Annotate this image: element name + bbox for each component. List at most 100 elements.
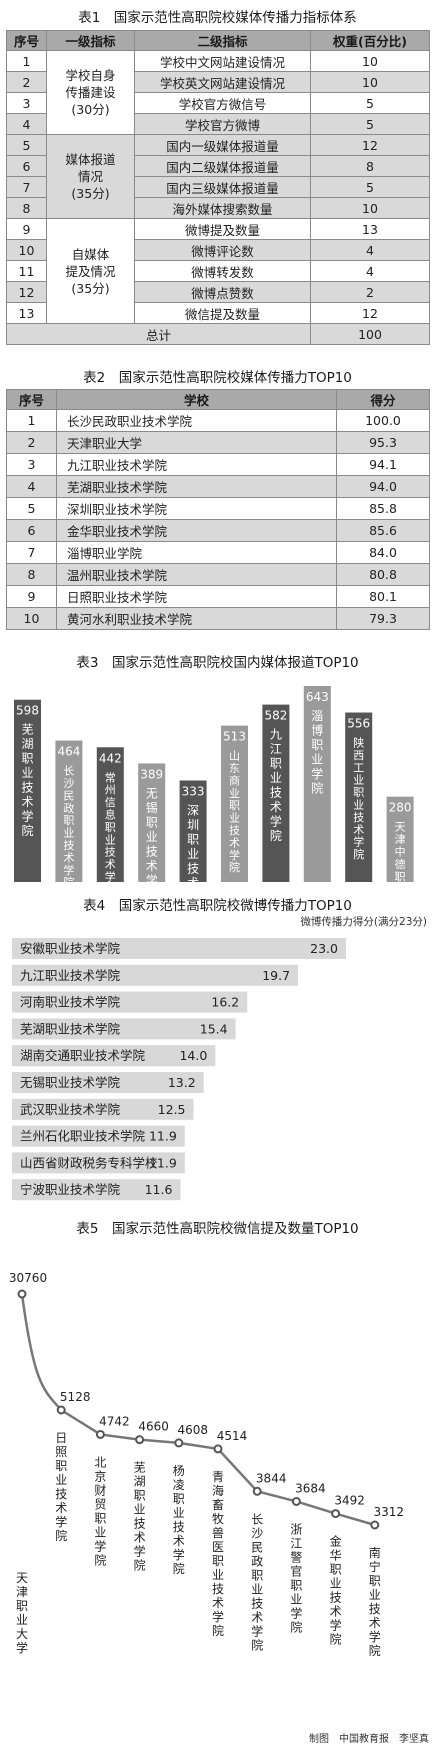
data-point [252, 1486, 262, 1496]
indicator-weight: 4 [310, 239, 430, 261]
total-value: 100 [310, 323, 430, 345]
rank: 2 [6, 431, 57, 454]
score: 79.3 [336, 607, 430, 630]
table-row: 5 媒体报道 情况 (35分) 国内一级媒体报道量 12 [6, 134, 430, 219]
bar-category-label: 淄博职业学院 [311, 709, 323, 796]
table2-header-cell: 学校 [56, 389, 337, 410]
indicator-name: 学校中文网站建设情况 [134, 50, 311, 72]
bar [303, 686, 331, 882]
indicator-name: 学校英文网站建设情况 [134, 71, 311, 93]
score: 85.8 [336, 497, 430, 520]
bar [138, 763, 166, 882]
bar [12, 964, 299, 986]
table-row: 2 天津职业大学 95.3 [6, 431, 430, 454]
bar-category-label: 九江职业技术学院 [270, 728, 282, 844]
bar-value-label: 13.2 [168, 1075, 196, 1090]
bar-category-label: 山东商业职业技术学院 [229, 750, 240, 875]
data-point [213, 1444, 223, 1454]
total-label: 总计 [6, 323, 311, 345]
bar [12, 1125, 185, 1147]
school-name: 黄河水利职业技术学院 [56, 607, 337, 630]
chart4-title: 表4 国家示范性高职院校微博传播力TOP10 [83, 898, 352, 914]
table1-header-cell: 一级指标 [46, 30, 135, 51]
group-label-line: 提及情况 [65, 263, 116, 279]
bar-category-label: 长沙民政职业技术学院 [63, 765, 74, 890]
bar-value-label: 23.0 [310, 941, 338, 956]
bar-category-label: 武汉职业技术学院 [20, 1102, 121, 1117]
data-point [95, 1429, 105, 1439]
group-label-line: 情况 [77, 169, 103, 184]
bar-value-label: 513 [223, 730, 246, 744]
bar-value-label: 556 [347, 717, 370, 731]
table-row: 4 学校官方微博 5 [6, 113, 430, 135]
category-label: 天津职业大学 [16, 1571, 28, 1655]
group-label-line: 学校自身 [65, 68, 116, 83]
ranking-table: 序号 学校 得分 1 长沙民政职业技术学院 100.0 2 天津职业大学 95.3 3 九江职业技… [6, 389, 430, 630]
bar-category-label: 九江职业技术学院 [20, 968, 121, 983]
rank: 1 [6, 409, 57, 432]
data-point [135, 1435, 145, 1445]
bar-value-label: 442 [99, 751, 122, 765]
table-row: 9 日照职业技术学院 80.1 [6, 585, 430, 608]
indicator-weight: 5 [310, 113, 430, 135]
bar-category-label: 深圳职业技术学院 [187, 803, 199, 890]
bar [96, 747, 124, 882]
table1-header-cell: 序号 [6, 30, 47, 51]
table-row: 4 芜湖职业技术学院 94.0 [6, 475, 430, 498]
credits: 制图 中国教育报 李坚真 [309, 1734, 429, 1745]
group-label-line: (35分) [71, 280, 110, 296]
school-name: 深圳职业技术学院 [56, 497, 337, 520]
bar-value-label: 19.7 [262, 968, 290, 983]
bar-value-label: 280 [389, 801, 412, 815]
media-report-bar-chart: 598 芜湖职业技术学院 464 长沙民政职业技术学院 442 常州信息职业技术学院 389… [14, 686, 414, 890]
table-row: 10 微博评论数 4 [6, 239, 430, 261]
score: 80.1 [336, 585, 430, 608]
bar [12, 1072, 204, 1093]
indicator-name: 微信提及数量 [134, 302, 311, 324]
data-point [331, 1509, 341, 1519]
indicator-name: 微博转发数 [134, 260, 311, 282]
category-label: 长沙民政职业技术学院 [251, 1512, 263, 1652]
bar-category-label: 陕西工业职业技术学院 [353, 736, 364, 862]
bar-value-label: 11.9 [149, 1155, 177, 1170]
row-number: 4 [6, 113, 47, 135]
table-row: 1 学校自身 传播建设 (30分) 学校中文网站建设情况 10 [6, 50, 430, 135]
score: 100.0 [336, 409, 430, 432]
rank: 8 [6, 563, 57, 586]
bar-category-label: 无锡职业技术学院 [20, 1075, 121, 1090]
table1-title: 表1 国家示范性高职院校媒体传播力指标体系 [78, 10, 357, 26]
category-label: 浙江警官职业学院 [290, 1522, 302, 1634]
row-number: 5 [6, 134, 47, 156]
weibo-bar-chart: 安徽职业技术学院 23.0 九江职业技术学院 19.7 河南职业技术学院 16.2 芜湖职业… [12, 938, 346, 1201]
bar [386, 796, 414, 882]
table-row: 9 自媒体 提及情况 (35分) 微博提及数量 13 [6, 218, 430, 324]
bar-value-label: 15.4 [200, 1021, 228, 1036]
bar [14, 699, 41, 882]
row-number: 3 [6, 92, 47, 114]
bar-category-label: 常州信息职业技术学院 [105, 771, 116, 890]
indicator-name: 国内三级媒体报道量 [134, 176, 311, 198]
indicator-name: 学校官方微博 [134, 113, 311, 135]
bar [12, 1152, 185, 1174]
table-row: 8 温州职业技术学院 80.8 [6, 563, 430, 586]
bar-value-label: 11.9 [149, 1129, 177, 1144]
category-label: 芜湖职业技术学院 [134, 1461, 146, 1573]
bar-value-label: 643 [306, 690, 329, 704]
bar [12, 991, 248, 1013]
bar [55, 740, 83, 882]
point-value-label: 3844 [256, 1471, 287, 1485]
group-label-line: 自媒体 [71, 246, 110, 262]
indicator-weight: 12 [310, 302, 430, 324]
group-label-line: 媒体报道 [65, 152, 116, 167]
bar-value-label: 16.2 [211, 995, 239, 1010]
indicator-weight: 4 [310, 260, 430, 282]
point-value-label: 5128 [60, 1390, 91, 1404]
category-label: 北京财贸职业学院 [94, 1455, 106, 1567]
school-name: 金华职业技术学院 [56, 519, 337, 542]
row-number: 6 [6, 155, 47, 177]
row-number: 12 [6, 281, 47, 303]
bar-category-label: 兰州石化职业技术学院 [20, 1129, 146, 1144]
indicator-name: 微博评论数 [134, 239, 311, 261]
indicator-weight: 2 [310, 281, 430, 303]
table-row: 7 淄博职业学院 84.0 [6, 541, 430, 564]
